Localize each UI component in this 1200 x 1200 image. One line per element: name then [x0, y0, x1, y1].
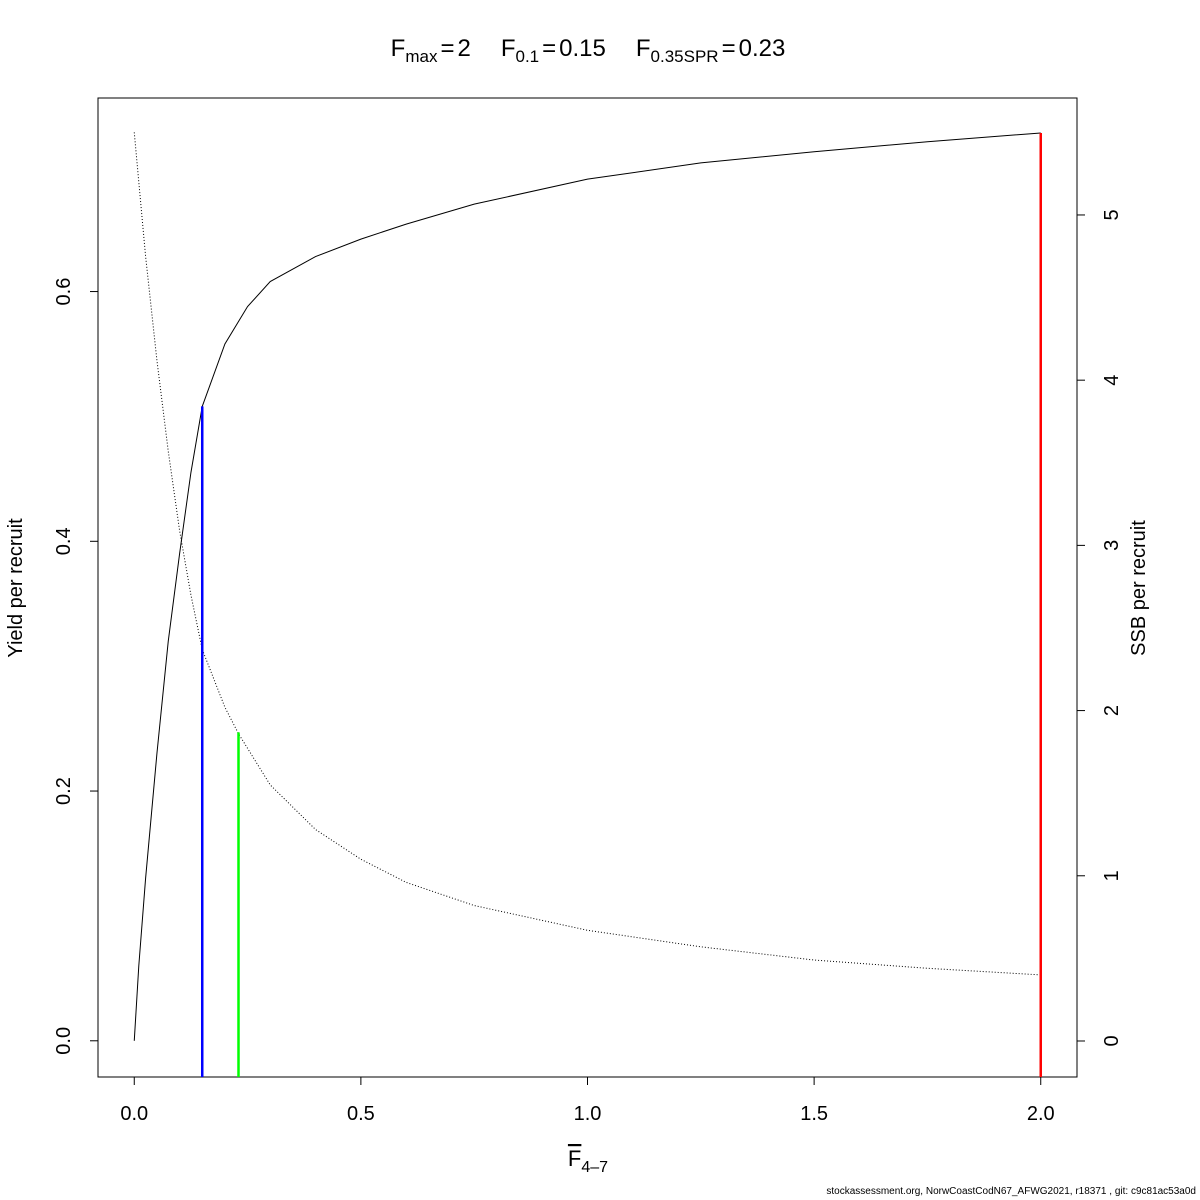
- x-label-subscript: 4–7: [581, 1159, 608, 1176]
- y2-tick-label: 2: [1101, 705, 1123, 716]
- title-subscript: max: [405, 47, 438, 66]
- y2-tick-label: 1: [1101, 870, 1123, 881]
- y-tick-label: 0.6: [53, 278, 75, 306]
- title-symbol: F: [391, 35, 406, 62]
- plot-frame: [97, 97, 1078, 1078]
- y-tick-label: 0.2: [53, 777, 75, 805]
- y2-axis-label: SSB per recruit: [1128, 520, 1150, 656]
- footer: stockassessment.org, NorwCoastCodN67_AFW…: [826, 1186, 1196, 1197]
- y2-tick-label: 4: [1101, 375, 1123, 386]
- title-value: 2: [457, 35, 470, 62]
- title-subscript: 0.35SPR: [651, 47, 719, 66]
- series-line: [133, 132, 1041, 976]
- y2-tick-label: 3: [1101, 540, 1123, 551]
- x-tick-label: 0.0: [120, 1103, 148, 1125]
- x-tick-label: 1.5: [800, 1103, 828, 1125]
- y-tick-label: 0.4: [53, 527, 75, 555]
- title-value: 0.15: [559, 35, 606, 62]
- title-equals: =: [440, 35, 454, 62]
- title-symbol: F: [636, 35, 651, 62]
- x-tick-label: 0.5: [347, 1103, 375, 1125]
- title-equals: =: [542, 35, 556, 62]
- series-line: [133, 132, 1041, 1041]
- title-value: 0.23: [739, 35, 786, 62]
- title-subscript: 0.1: [516, 47, 540, 66]
- chart-title: Fmax = 2 F0.1 = 0.15 F0.35SPR = 0.23: [391, 35, 786, 66]
- title-equals: =: [722, 35, 736, 62]
- y2-tick-label: 0: [1101, 1035, 1123, 1046]
- x-axis-label: F4–7: [568, 1146, 608, 1176]
- x-tick-label: 1.0: [574, 1103, 602, 1125]
- y-tick-label: 0.0: [53, 1027, 75, 1055]
- title-symbol: F: [501, 35, 516, 62]
- x-label-symbol: F: [568, 1146, 581, 1171]
- y-axis-label: Yield per recruit: [5, 518, 27, 658]
- x-tick-label: 2.0: [1027, 1103, 1055, 1125]
- y2-tick-label: 5: [1101, 209, 1123, 220]
